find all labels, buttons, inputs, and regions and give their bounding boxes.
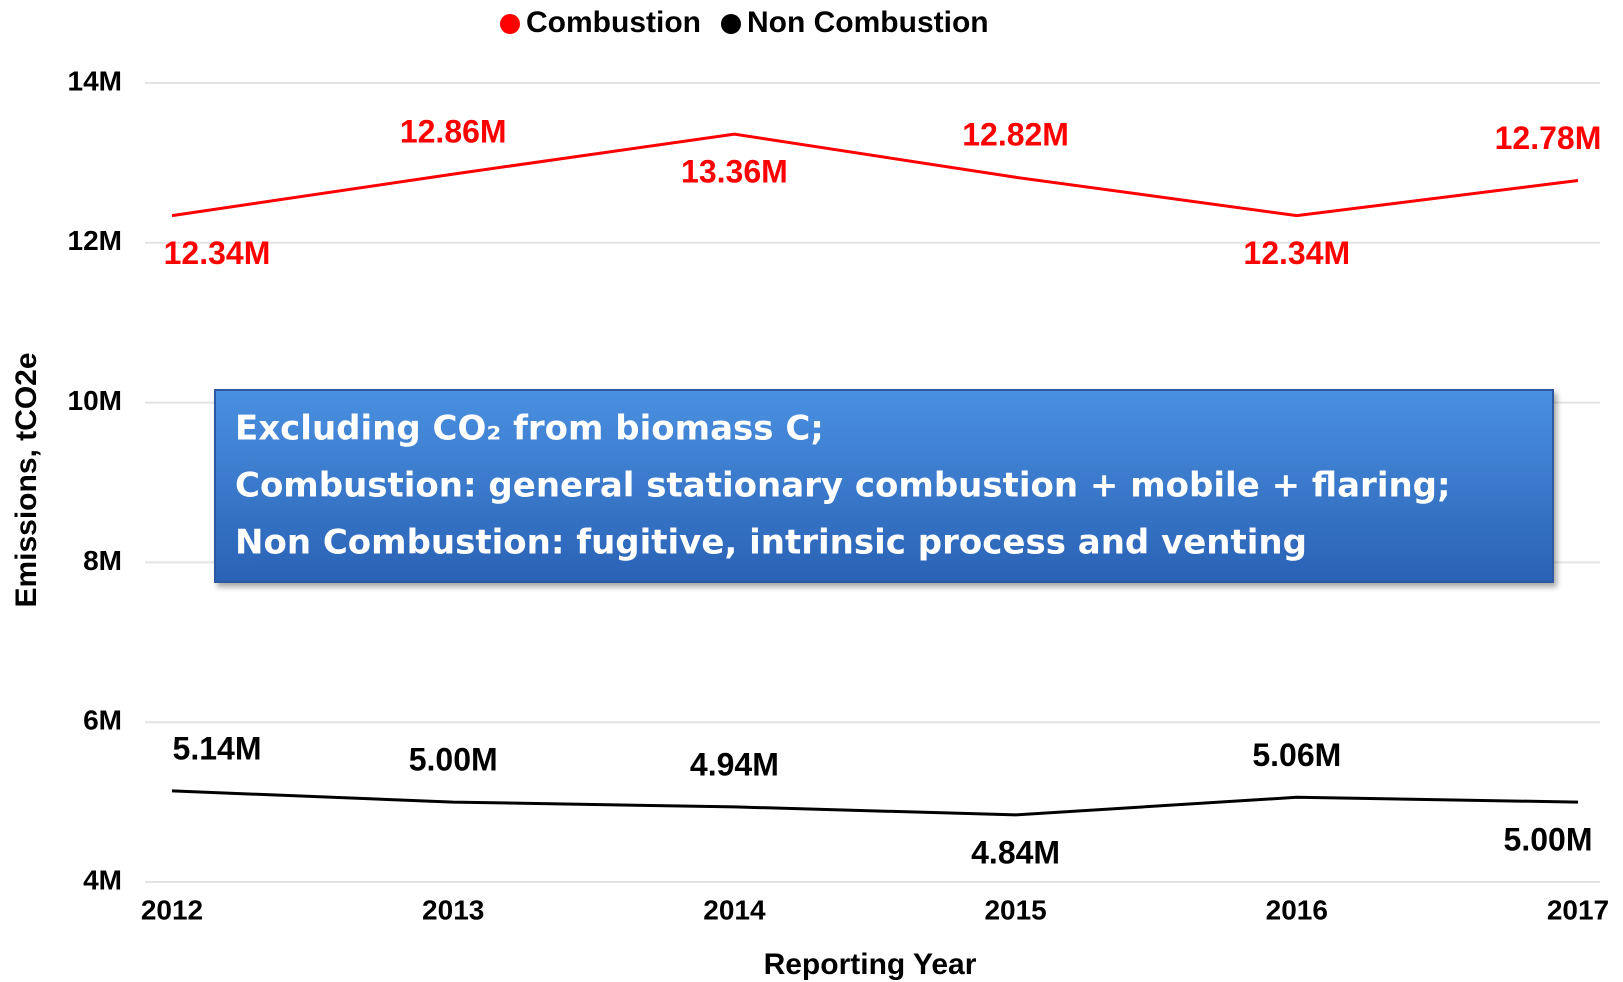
data-label: 12.34M [1243, 235, 1350, 271]
legend-marker [500, 14, 520, 34]
y-tick-label: 4M [83, 864, 122, 895]
line [171, 132, 1579, 218]
y-tick-label: 10M [68, 385, 122, 416]
x-tick-label: 2015 [984, 894, 1046, 925]
legend-label: Combustion [526, 6, 701, 39]
annotation-box [214, 389, 1554, 583]
y-tick-label: 12M [68, 225, 122, 256]
x-axis-title: Reporting Year [764, 948, 977, 981]
x-tick-label: 2014 [703, 894, 766, 925]
data-label: 12.82M [962, 117, 1069, 153]
annotation-text: Excluding CO₂ from biomass C; [235, 409, 824, 449]
data-label: 5.14M [173, 730, 262, 766]
line [171, 789, 1579, 817]
data-label: 12.86M [400, 114, 507, 150]
data-label: 13.36M [681, 154, 788, 190]
data-label: 5.06M [1252, 737, 1341, 773]
x-tick-label: 2012 [141, 894, 203, 925]
x-tick-label: 2013 [422, 894, 484, 925]
annotation-text: Non Combustion: fugitive, intrinsic proc… [235, 523, 1307, 563]
data-label: 4.84M [971, 834, 1060, 870]
legend-label: Non Combustion [747, 6, 989, 39]
y-tick-label: 14M [68, 65, 122, 96]
data-label: 5.00M [409, 742, 498, 778]
x-tick-label: 2017 [1547, 894, 1609, 925]
y-axis-title: Emissions, tCO2e [10, 352, 43, 607]
data-label: 4.94M [690, 746, 779, 782]
legend-marker [720, 14, 741, 34]
data-label: 12.34M [164, 235, 271, 271]
y-tick-label: 8M [83, 545, 122, 576]
y-tick-label: 6M [83, 705, 122, 736]
annotation-text: Combustion: general stationary combustio… [235, 466, 1451, 506]
data-label: 5.00M [1504, 822, 1593, 858]
data-label: 12.78M [1495, 120, 1602, 156]
x-tick-label: 2016 [1266, 894, 1328, 925]
